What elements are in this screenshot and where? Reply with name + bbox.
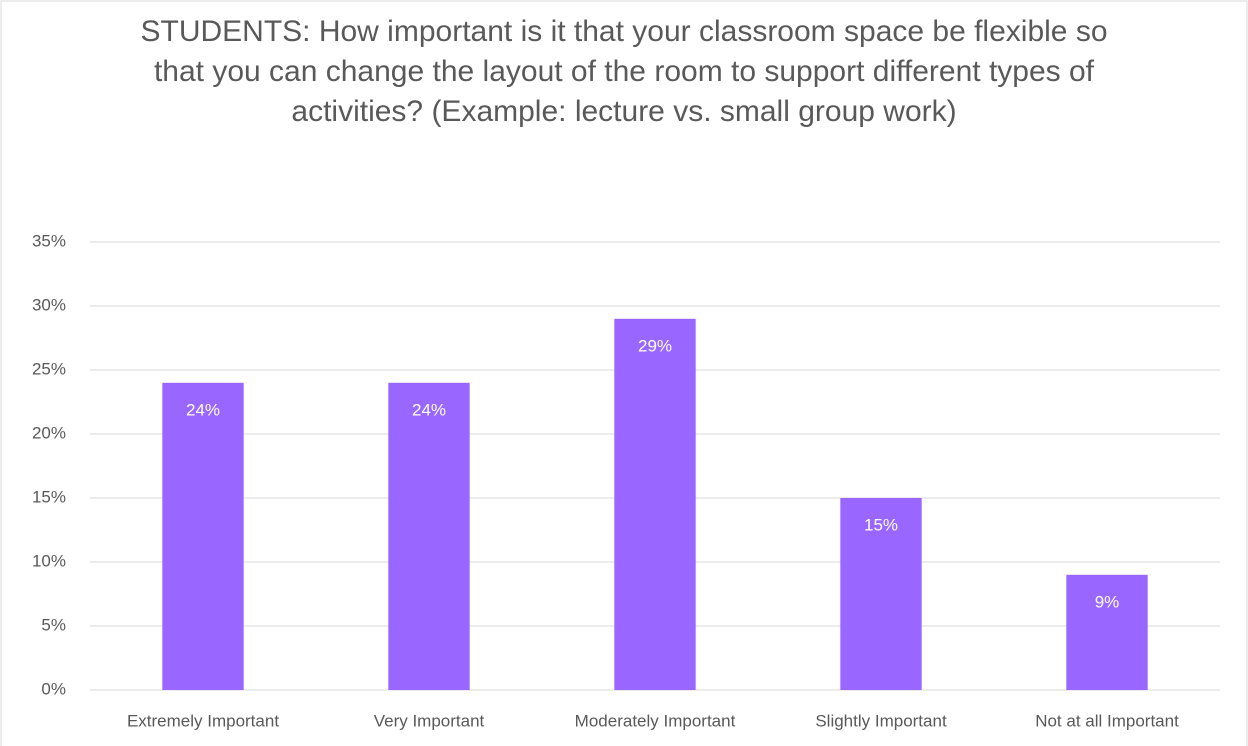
data-label: 15% [864, 515, 898, 534]
x-tick-label: Slightly Important [815, 711, 947, 730]
data-label: 24% [186, 400, 220, 419]
bar [162, 382, 244, 690]
y-tick-label: 15% [32, 487, 66, 506]
y-tick-label: 5% [41, 615, 66, 634]
chart-title: STUDENTS: How important is it that your … [140, 15, 1108, 128]
data-label: 29% [638, 336, 672, 355]
y-tick-label: 35% [32, 231, 66, 250]
x-tick-label: Extremely Important [127, 711, 279, 730]
y-tick-label: 25% [32, 359, 66, 378]
data-label: 9% [1095, 592, 1120, 611]
bar [1066, 574, 1148, 690]
bar [388, 382, 470, 690]
y-tick-label: 0% [41, 679, 66, 698]
bar [840, 498, 922, 690]
data-label: 24% [412, 400, 446, 419]
x-tick-label: Moderately Important [575, 711, 736, 730]
x-tick-label: Not at all Important [1035, 711, 1179, 730]
y-tick-label: 20% [32, 423, 66, 442]
y-tick-label: 10% [32, 551, 66, 570]
x-tick-label: Very Important [374, 711, 485, 730]
bar [614, 318, 696, 690]
y-tick-label: 30% [32, 295, 66, 314]
